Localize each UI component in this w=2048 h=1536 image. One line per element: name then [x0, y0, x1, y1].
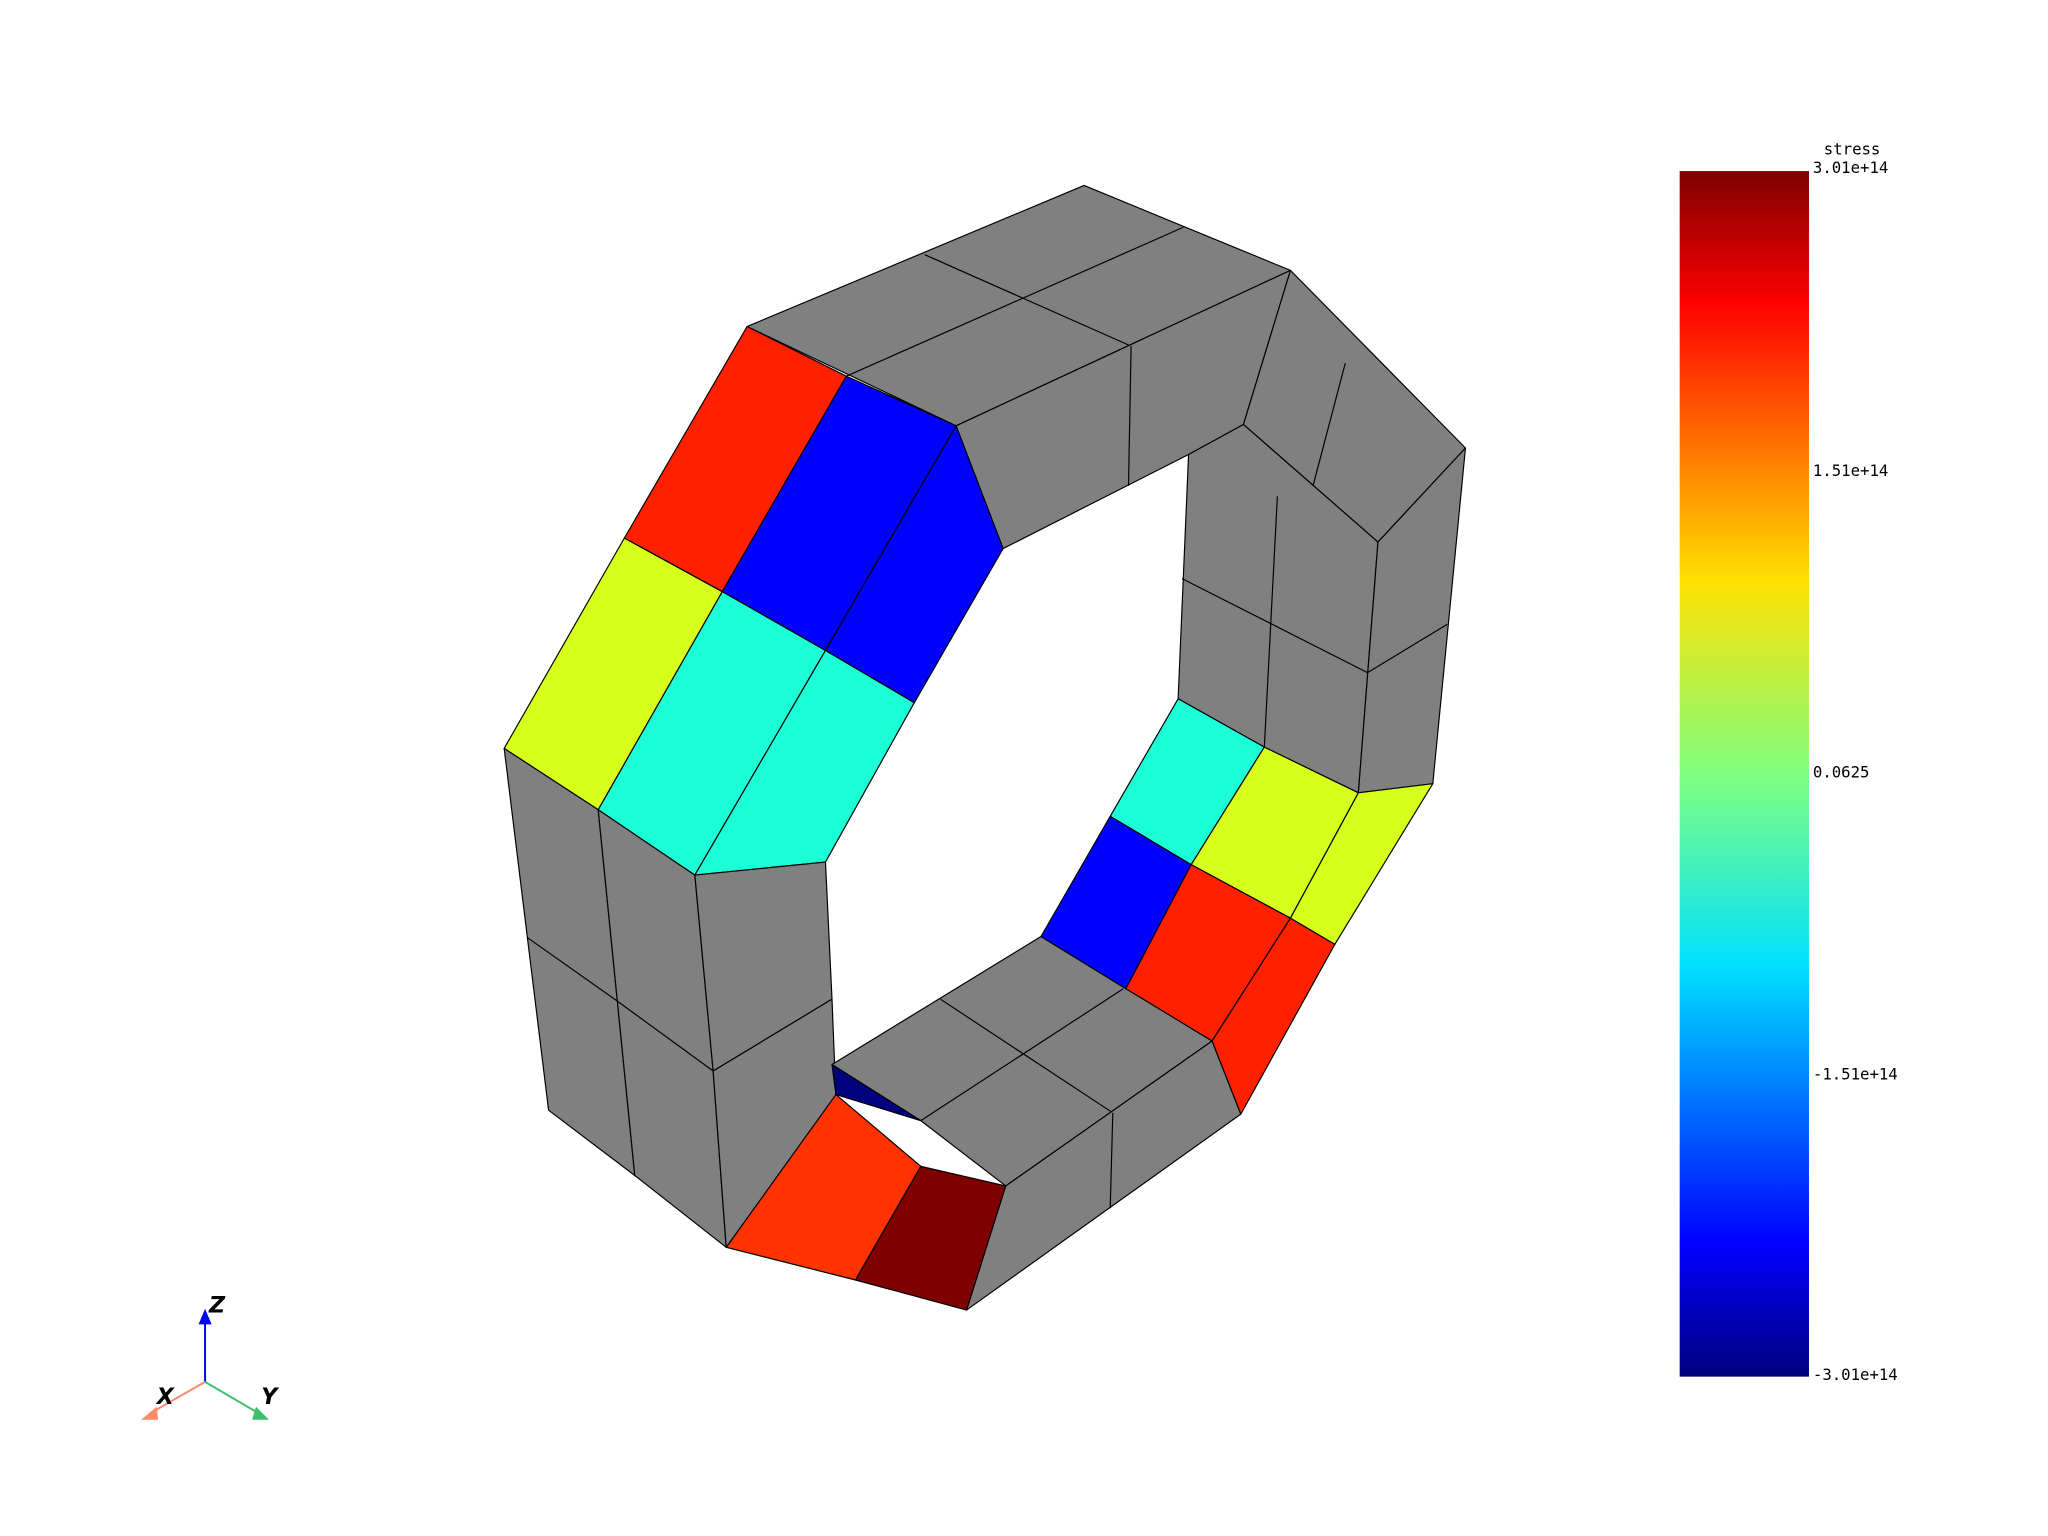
axes-widget: Z X Y — [141, 1293, 279, 1420]
colorbar-label: 1.51e+14 — [1813, 461, 1888, 480]
axis-label: X — [155, 1384, 176, 1410]
colorbar-label: -1.51e+14 — [1813, 1064, 1898, 1083]
axis-label: Z — [208, 1293, 226, 1319]
colorbar — [1679, 171, 1809, 1377]
colorbar-label: 0.0625 — [1813, 763, 1870, 782]
mesh — [503, 184, 1467, 1311]
colorbar-label: -3.01e+14 — [1813, 1365, 1898, 1384]
axis-label: Y — [261, 1384, 279, 1410]
colorbar-label: 3.01e+14 — [1813, 158, 1888, 177]
colorbar-title: stress — [1824, 140, 1881, 159]
